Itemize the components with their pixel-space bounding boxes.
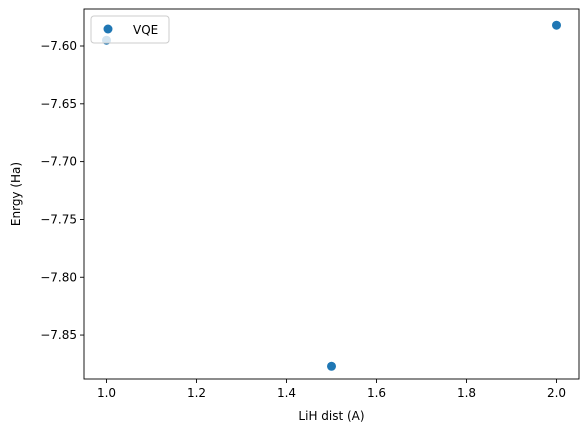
y-axis-ticks: −7.85 −7.80 −7.75 −7.70 −7.65 −7.60 bbox=[40, 39, 84, 342]
y-tick-label: −7.70 bbox=[40, 155, 77, 169]
data-points bbox=[102, 20, 561, 371]
y-tick-label: −7.75 bbox=[40, 212, 77, 226]
x-tick-label: 1.2 bbox=[187, 386, 206, 400]
y-tick-label: −7.60 bbox=[40, 39, 77, 53]
x-tick-label: 1.8 bbox=[457, 386, 476, 400]
legend-entry-label: VQE bbox=[133, 23, 158, 37]
x-axis-label: LiH dist (A) bbox=[298, 409, 364, 423]
plot-frame bbox=[83, 8, 580, 380]
x-tick-label: 1.6 bbox=[367, 386, 386, 400]
x-tick-label: 1.0 bbox=[97, 386, 116, 400]
legend-marker bbox=[103, 24, 113, 34]
x-tick-label: 1.4 bbox=[277, 386, 296, 400]
y-axis-label: Enrgy (Ha) bbox=[9, 162, 23, 226]
x-axis-ticks: 1.0 1.2 1.4 1.6 1.8 2.0 bbox=[97, 379, 566, 400]
legend: VQE bbox=[90, 15, 170, 44]
data-point bbox=[327, 361, 336, 371]
y-tick-label: −7.65 bbox=[40, 97, 77, 111]
legend-box bbox=[90, 15, 170, 44]
axes-frame bbox=[83, 8, 580, 380]
y-tick-label: −7.80 bbox=[40, 270, 77, 284]
data-point bbox=[552, 20, 561, 30]
y-tick-label: −7.85 bbox=[40, 328, 77, 342]
x-tick-label: 2.0 bbox=[547, 386, 566, 400]
